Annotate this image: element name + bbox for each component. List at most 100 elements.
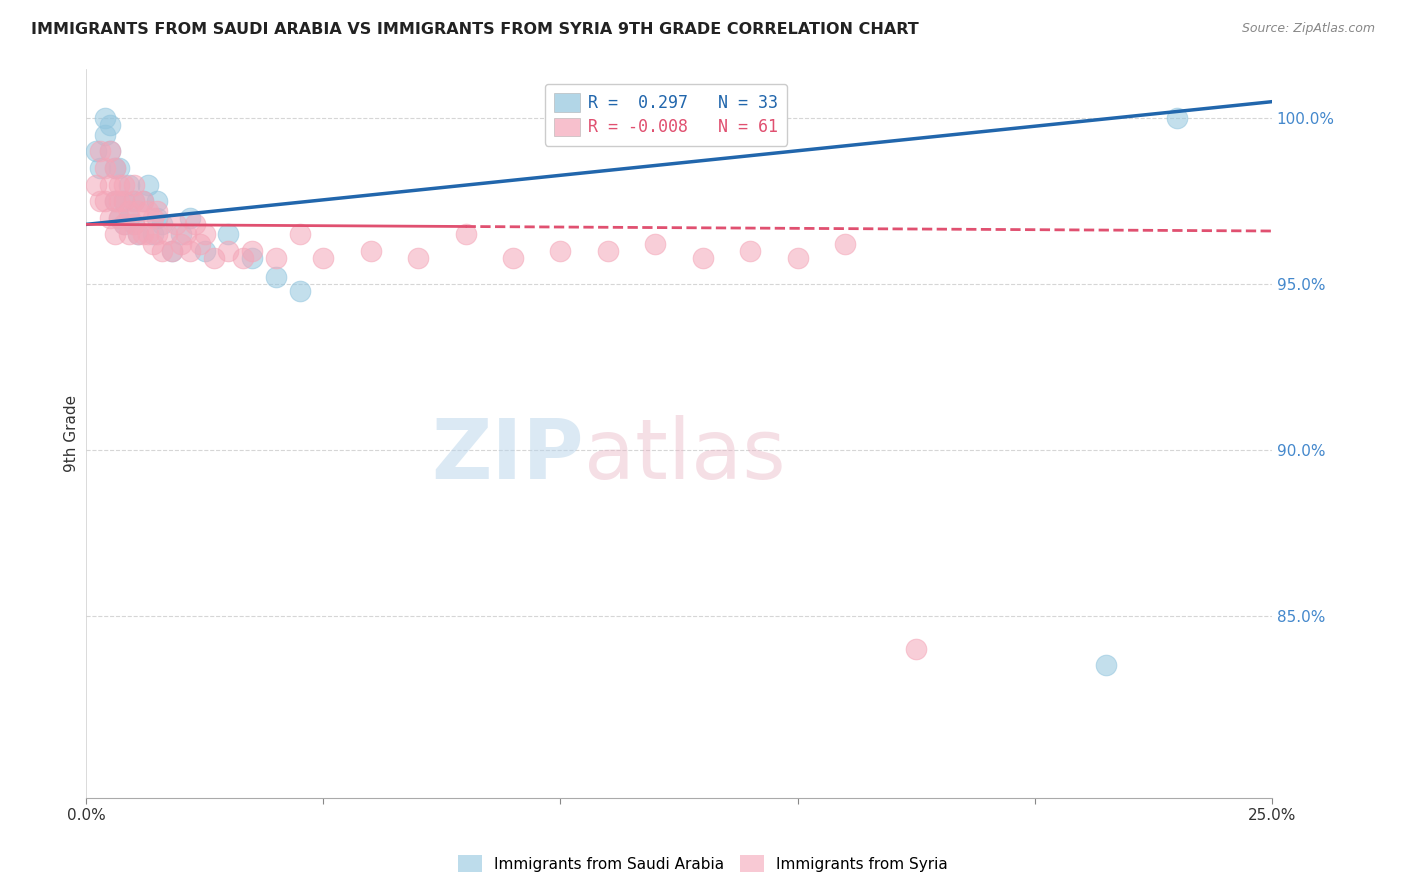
Point: [89, 145, 111, 159]
Point: [89, 194, 111, 209]
Point: [84, 178, 107, 192]
Point: [312, 251, 335, 265]
Point: [136, 178, 159, 192]
Point: [112, 218, 135, 232]
Point: [179, 211, 201, 225]
Point: [132, 227, 155, 242]
Point: [136, 227, 159, 242]
Point: [786, 251, 808, 265]
Point: [596, 244, 619, 258]
Text: Source: ZipAtlas.com: Source: ZipAtlas.com: [1241, 22, 1375, 36]
Text: atlas: atlas: [583, 415, 786, 496]
Point: [406, 251, 429, 265]
Point: [160, 244, 183, 258]
Point: [132, 194, 155, 209]
Point: [98, 211, 121, 225]
Point: [692, 251, 714, 265]
Point: [170, 237, 193, 252]
Point: [217, 227, 239, 242]
Point: [264, 270, 287, 285]
Point: [188, 237, 211, 252]
Point: [112, 178, 135, 192]
Point: [1095, 658, 1118, 673]
Point: [142, 211, 165, 225]
Point: [127, 227, 149, 242]
Point: [240, 244, 263, 258]
Point: [112, 194, 135, 209]
Point: [194, 244, 217, 258]
Point: [834, 237, 856, 252]
Point: [104, 194, 127, 209]
Point: [104, 227, 127, 242]
Point: [150, 244, 173, 258]
Point: [127, 227, 149, 242]
Point: [360, 244, 382, 258]
Point: [165, 218, 187, 232]
Text: ZIP: ZIP: [432, 415, 583, 496]
Point: [644, 237, 666, 252]
Point: [108, 211, 131, 225]
Y-axis label: 9th Grade: 9th Grade: [65, 395, 79, 472]
Point: [122, 178, 145, 192]
Point: [142, 227, 165, 242]
Point: [502, 251, 524, 265]
Legend: R =  0.297   N = 33, R = -0.008   N = 61: R = 0.297 N = 33, R = -0.008 N = 61: [544, 84, 787, 145]
Point: [142, 237, 165, 252]
Point: [94, 161, 117, 175]
Point: [118, 204, 141, 219]
Point: [146, 211, 169, 225]
Point: [740, 244, 762, 258]
Point: [217, 244, 239, 258]
Point: [160, 244, 183, 258]
Point: [98, 145, 121, 159]
Point: [84, 145, 107, 159]
Point: [118, 227, 141, 242]
Point: [122, 218, 145, 232]
Point: [1166, 112, 1188, 126]
Point: [108, 211, 131, 225]
Point: [550, 244, 572, 258]
Point: [98, 145, 121, 159]
Point: [184, 218, 207, 232]
Point: [89, 161, 111, 175]
Point: [122, 194, 145, 209]
Point: [94, 112, 117, 126]
Text: IMMIGRANTS FROM SAUDI ARABIA VS IMMIGRANTS FROM SYRIA 9TH GRADE CORRELATION CHAR: IMMIGRANTS FROM SAUDI ARABIA VS IMMIGRAN…: [31, 22, 918, 37]
Point: [112, 218, 135, 232]
Point: [98, 178, 121, 192]
Point: [98, 118, 121, 132]
Point: [156, 227, 179, 242]
Point: [240, 251, 263, 265]
Point: [905, 641, 928, 656]
Point: [122, 194, 145, 209]
Point: [104, 161, 127, 175]
Point: [150, 218, 173, 232]
Point: [454, 227, 477, 242]
Point: [136, 204, 159, 219]
Point: [179, 244, 201, 258]
Point: [146, 194, 169, 209]
Point: [146, 227, 169, 242]
Point: [112, 194, 135, 209]
Legend: Immigrants from Saudi Arabia, Immigrants from Syria: Immigrants from Saudi Arabia, Immigrants…: [450, 847, 956, 880]
Point: [288, 227, 311, 242]
Point: [108, 161, 131, 175]
Point: [232, 251, 254, 265]
Point: [104, 194, 127, 209]
Point: [127, 204, 149, 219]
Point: [288, 284, 311, 298]
Point: [194, 227, 217, 242]
Point: [264, 251, 287, 265]
Point: [202, 251, 225, 265]
Point: [94, 194, 117, 209]
Point: [122, 218, 145, 232]
Point: [104, 161, 127, 175]
Point: [94, 128, 117, 142]
Point: [118, 211, 141, 225]
Point: [146, 204, 169, 219]
Point: [108, 194, 131, 209]
Point: [170, 227, 193, 242]
Point: [174, 227, 197, 242]
Point: [118, 178, 141, 192]
Point: [108, 178, 131, 192]
